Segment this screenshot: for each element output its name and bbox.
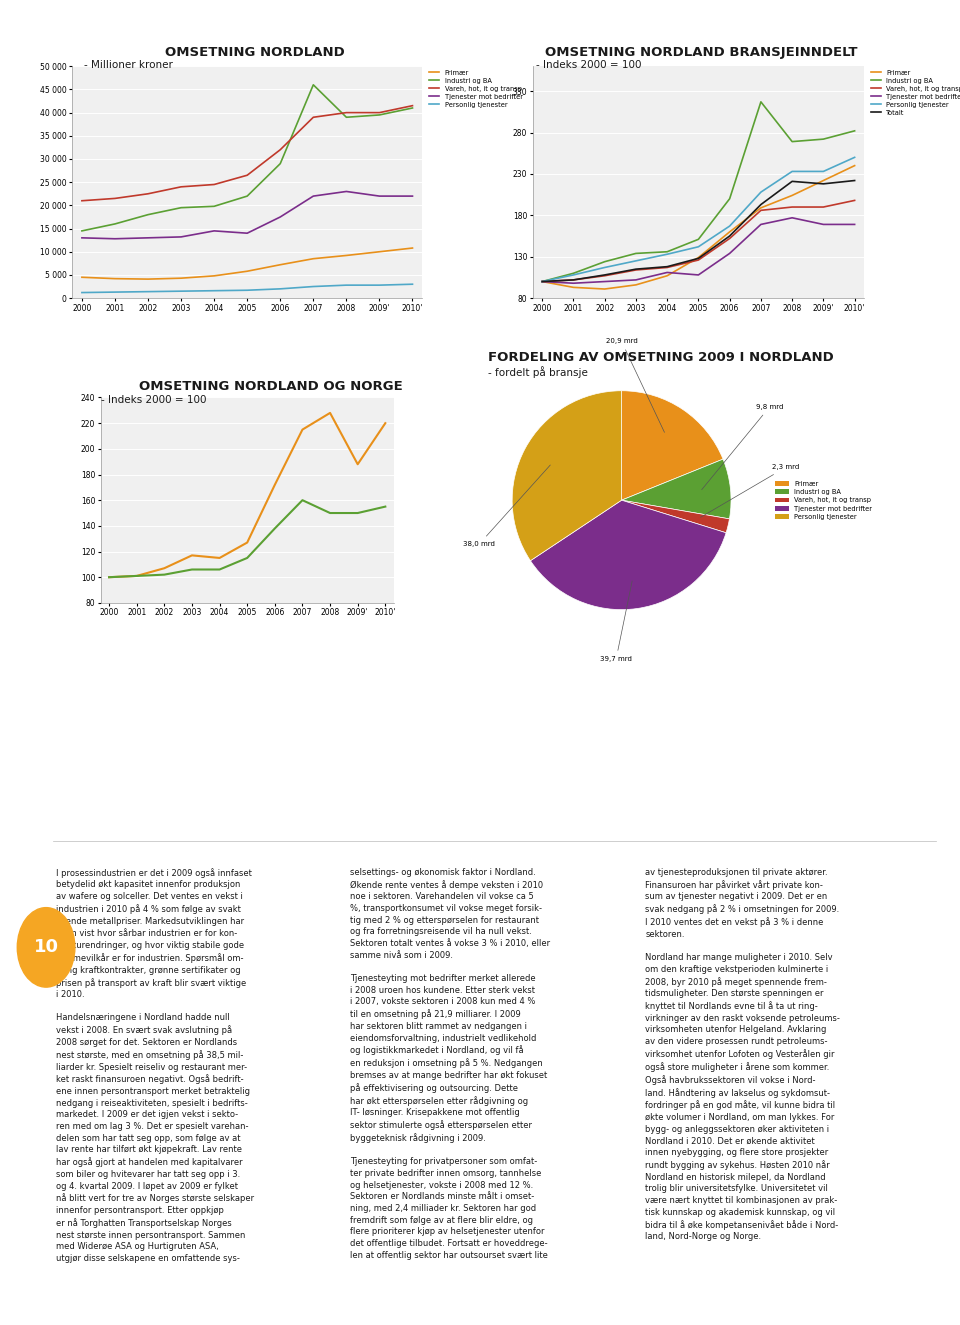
Text: selsettings- og økonomisk faktor i Nordland.
Økende rente ventes å dempe veksten: selsettings- og økonomisk faktor i Nordl… [350, 868, 550, 1260]
Text: 2,3 mrd: 2,3 mrd [701, 464, 800, 517]
Wedge shape [513, 391, 622, 560]
Wedge shape [622, 460, 731, 519]
Text: 10: 10 [34, 938, 59, 957]
Text: 38,0 mrd: 38,0 mrd [464, 465, 550, 547]
Text: OMSETNING NORDLAND BRANSJEINNDELT: OMSETNING NORDLAND BRANSJEINNDELT [544, 46, 857, 60]
Text: av tjenesteproduksjonen til private aktører.
Finansuroen har påvirket vårt priva: av tjenesteproduksjonen til private aktø… [645, 868, 840, 1242]
Text: 20,9 mrd: 20,9 mrd [606, 338, 664, 432]
Text: - Indeks 2000 = 100: - Indeks 2000 = 100 [536, 60, 641, 70]
Text: 9,8 mrd: 9,8 mrd [702, 404, 783, 490]
Text: OMSETNING NORDLAND: OMSETNING NORDLAND [164, 46, 345, 60]
Wedge shape [531, 501, 726, 610]
Legend: Primær, Industri og BA, Vareh, hot, it og transp, Tjenester mot bedrifter, Perso: Primær, Industri og BA, Vareh, hot, it o… [429, 70, 522, 107]
Wedge shape [621, 391, 723, 501]
Text: - Indeks 2000 = 100: - Indeks 2000 = 100 [101, 395, 206, 405]
Text: NÆRINGSLIVETS AKTIVITETSNIVÅ: NÆRINGSLIVETS AKTIVITETSNIVÅ [9, 559, 18, 717]
Text: - fordelt på bransje: - fordelt på bransje [488, 366, 588, 378]
Text: I prosessindustrien er det i 2009 også innfaset
betydelid økt kapasitet innenfor: I prosessindustrien er det i 2009 også i… [56, 868, 253, 1263]
Text: - Millioner kroner: - Millioner kroner [84, 60, 174, 70]
Text: 39,7 mrd: 39,7 mrd [600, 580, 633, 662]
Text: FORDELING AV OMSETNING 2009 I NORDLAND: FORDELING AV OMSETNING 2009 I NORDLAND [488, 351, 833, 364]
Legend: Primær, Industri og BA, Vareh, hot, it og transp, Tjenester mot bedrifter, Perso: Primær, Industri og BA, Vareh, hot, it o… [871, 70, 960, 115]
Text: OMSETNING NORDLAND OG NORGE: OMSETNING NORDLAND OG NORGE [139, 380, 403, 394]
Legend: Primær, Industri og BA, Vareh, hot, it og transp, Tjenester mot bedrifter, Perso: Primær, Industri og BA, Vareh, hot, it o… [776, 481, 872, 519]
Wedge shape [622, 501, 730, 533]
